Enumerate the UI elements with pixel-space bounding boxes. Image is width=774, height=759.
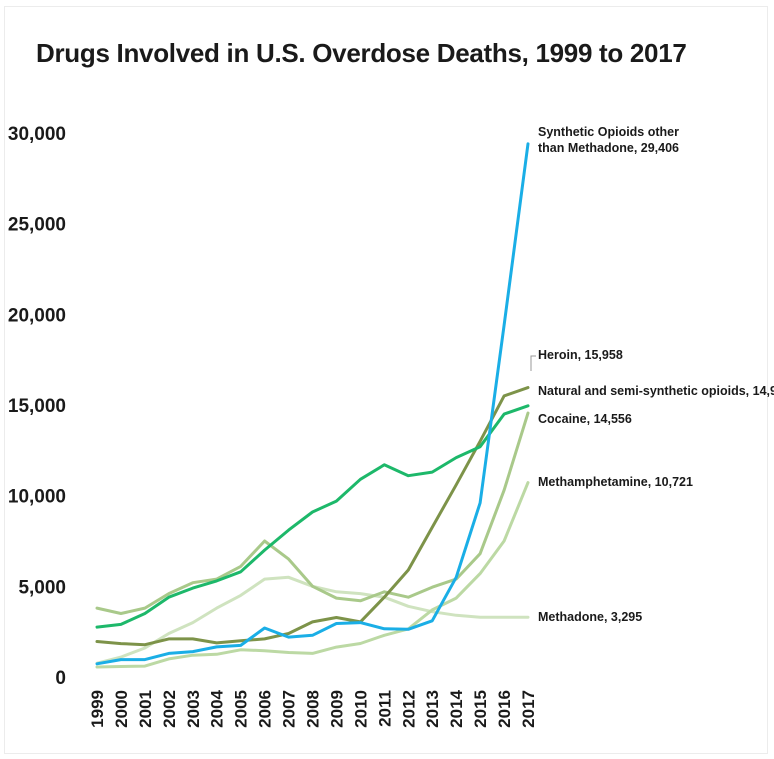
heroin-label-leader xyxy=(530,355,536,371)
x-tick-label: 2017 xyxy=(519,690,538,728)
x-tick-label: 2009 xyxy=(327,690,346,728)
series-line-synthetic-opioids-other-than-methadone xyxy=(95,142,530,666)
x-tick-label: 2005 xyxy=(232,690,251,728)
y-tick-label: 20,000 xyxy=(8,305,66,326)
x-tick-label: 2004 xyxy=(208,689,227,727)
x-tick-label: 2016 xyxy=(495,690,514,728)
x-tick-label: 2015 xyxy=(471,690,490,728)
x-tick-label: 2007 xyxy=(280,690,299,728)
y-tick-label: 15,000 xyxy=(8,396,66,417)
x-tick-label: 2000 xyxy=(112,690,131,728)
series-label-methadone: Methadone, 3,295 xyxy=(538,610,642,624)
y-tick-label: 25,000 xyxy=(8,215,66,236)
series-label-heroin: Heroin, 15,958 xyxy=(538,348,623,362)
series-lines xyxy=(95,142,530,669)
x-tick-label: 2008 xyxy=(304,690,323,728)
y-tick-label: 10,000 xyxy=(8,487,66,508)
series-label-synthetic-opioids-other-than-methadone: Synthetic Opioids other than Methadone, 2… xyxy=(538,125,679,155)
x-tick-label: 2002 xyxy=(160,690,179,728)
y-tick-label: 0 xyxy=(55,668,66,689)
series-line-methamphetamine xyxy=(95,481,530,669)
x-tick-label: 2003 xyxy=(184,690,203,728)
x-tick-label: 2012 xyxy=(399,690,418,728)
series-line-natural-and-semi-synthetic-opioids xyxy=(95,404,530,629)
x-tick-label: 2001 xyxy=(136,690,155,728)
series-end-labels: Synthetic Opioids other than Methadone, 2… xyxy=(530,125,774,624)
series-label-methamphetamine: Methamphetamine, 10,721 xyxy=(538,475,693,489)
series-label-natural-and-semi-synthetic-opioids: Natural and semi-synthetic opioids, 14,9… xyxy=(538,384,774,398)
y-tick-label: 5,000 xyxy=(18,577,66,598)
series-line-heroin xyxy=(95,386,530,647)
x-tick-label: 2006 xyxy=(256,690,275,728)
chart-title: Drugs Involved in U.S. Overdose Deaths, … xyxy=(36,38,687,68)
x-tick-label: 2014 xyxy=(447,689,466,727)
series-label-cocaine: Cocaine, 14,556 xyxy=(538,412,632,426)
x-tick-label: 2011 xyxy=(375,690,394,727)
y-tick-label: 30,000 xyxy=(8,124,66,145)
y-axis: 0 5,000 10,000 15,000 20,000 25,000 30,000 xyxy=(8,124,66,689)
x-tick-label: 2013 xyxy=(423,690,442,728)
chart-frame xyxy=(4,6,768,754)
x-axis: 1999 2000 2001 2002 2003 2004 2005 2006 2007 2008… xyxy=(88,689,538,727)
x-tick-label: 2010 xyxy=(351,690,370,728)
x-tick-label: 1999 xyxy=(88,690,107,728)
